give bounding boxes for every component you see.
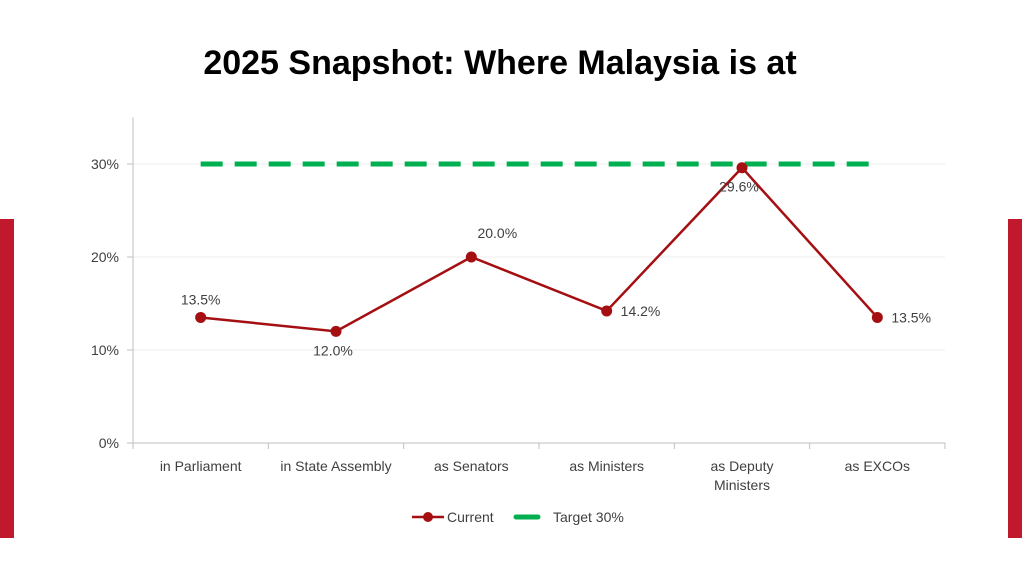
x-tick-label: as Ministers	[569, 458, 644, 474]
current-point	[465, 251, 477, 263]
data-label: 13.5%	[181, 291, 221, 307]
legend-target-label: Target 30%	[553, 509, 624, 525]
data-label: 14.2%	[621, 303, 661, 319]
x-tick-label: as Deputy Ministers	[710, 458, 773, 493]
data-label: 12.0%	[313, 342, 353, 358]
data-label: 13.5%	[891, 309, 931, 325]
data-label: 29.6%	[719, 179, 759, 195]
y-tick-label: 0%	[99, 435, 119, 451]
current-point	[195, 311, 207, 323]
legend-current-marker-icon	[423, 512, 433, 522]
current-line	[200, 165, 879, 333]
x-tick-label: in State Assembly	[280, 458, 391, 474]
x-tick-label: in Parliament	[160, 458, 242, 474]
y-tick-label: 10%	[91, 342, 119, 358]
current-point	[601, 305, 613, 317]
x-tick-label: as EXCOs	[845, 458, 910, 474]
x-tick-label: as Senators	[434, 458, 509, 474]
current-point	[330, 325, 342, 337]
current-point	[736, 162, 748, 174]
data-label: 20.0%	[477, 225, 517, 241]
right-accent-bar	[1008, 219, 1022, 538]
legend-current-label: Current	[447, 509, 494, 525]
chart-title: 2025 Snapshot: Where Malaysia is at	[203, 44, 797, 82]
left-accent-bar	[0, 219, 14, 538]
y-tick-label: 20%	[91, 249, 119, 265]
y-tick-label: 30%	[91, 156, 119, 172]
current-point	[871, 311, 883, 323]
